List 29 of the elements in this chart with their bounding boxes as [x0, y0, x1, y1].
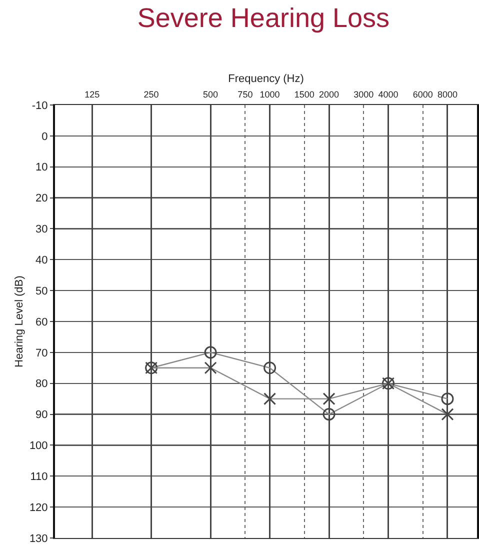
x-tick-label: 8000 — [437, 89, 458, 100]
y-tick-label: 130 — [29, 532, 48, 545]
x-axis-title: Frequency (Hz) — [228, 73, 304, 86]
y-tick-label: 70 — [36, 347, 48, 360]
y-tick-label: 90 — [36, 409, 48, 422]
y-tick-label: 0 — [42, 130, 48, 143]
y-tick-label: 30 — [36, 224, 48, 236]
x-tick-label: 6000 — [412, 89, 433, 100]
y-tick-label: 100 — [29, 440, 48, 452]
y-tick-label: -10 — [32, 100, 48, 112]
x-tick-label: 1000 — [260, 89, 280, 100]
y-tick-label: 10 — [36, 162, 48, 174]
y-tick-label: 80 — [36, 378, 48, 390]
x-tick-label: 4000 — [378, 89, 398, 100]
y-tick-label: 40 — [36, 254, 48, 266]
chart-title: Severe Hearing Loss — [137, 3, 390, 34]
x-tick-label: 1500 — [294, 89, 314, 100]
y-axis-title: Hearing Level (dB) — [14, 276, 26, 368]
x-tick-label: 250 — [144, 89, 159, 100]
x-tick-label: 500 — [203, 89, 218, 100]
y-tick-label: 20 — [36, 192, 48, 205]
x-tick-label: 2000 — [319, 89, 340, 100]
x-tick-label: 3000 — [354, 89, 374, 100]
x-tick-label: 750 — [238, 89, 253, 100]
y-tick-label: 110 — [30, 470, 48, 483]
x-tick-label: 125 — [84, 89, 100, 100]
y-tick-label: 50 — [36, 285, 48, 298]
y-tick-label: 120 — [29, 502, 48, 514]
y-tick-label: 60 — [36, 316, 48, 328]
